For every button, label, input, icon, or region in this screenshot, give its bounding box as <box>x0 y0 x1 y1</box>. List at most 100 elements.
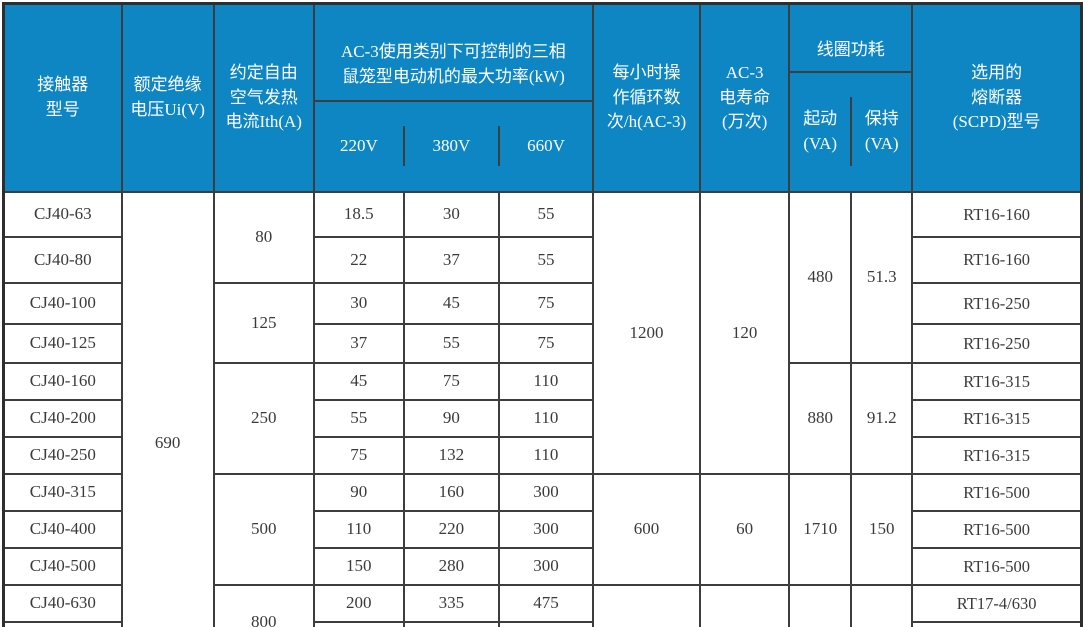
cell-p380: 160 <box>402 472 500 512</box>
cell-model: CJ40-80 <box>2 235 123 284</box>
cell-fuse: RT16-160 <box>911 190 1083 238</box>
header-coil-subrow: 起动 (VA) 保持 (VA) <box>791 97 910 167</box>
table-row: CJ40-250 75 132 110 RT16-315 <box>2 435 1083 475</box>
cell-ith: 500 <box>212 472 315 586</box>
cell-p660: 475 <box>497 583 595 623</box>
cell-p380: 132 <box>402 435 500 475</box>
cell-p220: 18.5 <box>312 190 405 238</box>
cell-p220: 45 <box>312 361 405 401</box>
cell-fuse: RT17-4/800 <box>911 620 1083 627</box>
cell-p660: 55 <box>497 235 595 284</box>
header-kw-label: AC-3使用类别下可控制的三相 鼠笼型电动机的最大功率(kW) <box>315 30 591 102</box>
header-coil-group: 线圈功耗 起动 (VA) 保持 (VA) <box>788 2 914 193</box>
cell-model: CJ40-500 <box>2 546 123 586</box>
table-header: 接触器 型号 额定绝缘 电压Ui(V) 约定自由 空气发热 电流Ith(A) A… <box>2 2 1083 193</box>
cell-p220: 200 <box>312 583 405 623</box>
header-coil-label: 线圈功耗 <box>791 30 911 73</box>
cell-coil-hold: 150 <box>850 472 914 586</box>
cell-p660: 75 <box>497 322 595 364</box>
cell-coil-hold: 91.2 <box>850 361 914 475</box>
cell-ith: 125 <box>212 281 315 364</box>
table-row: CJ40-500 150 280 300 RT16-500 <box>2 546 1083 586</box>
cell-p660: 110 <box>497 398 595 438</box>
cell-ui: 690 <box>120 190 215 627</box>
cell-coil-start: 1710 <box>788 472 853 586</box>
table-row: CJ40-160 250 45 75 110 880 91.2 RT16-315 <box>2 361 1083 475</box>
cell-p220: 150 <box>312 546 405 586</box>
header-kw-660v: 660V <box>497 126 591 167</box>
table-body: CJ40-63 690 80 18.5 30 55 1200 120 480 5… <box>2 190 1083 627</box>
cell-p380: 37 <box>402 235 500 284</box>
cell-cycles: 600 <box>591 472 702 586</box>
cell-coil-start: 3578 <box>788 583 853 627</box>
cell-model: CJ40-800 <box>2 620 123 627</box>
cell-ith: 80 <box>212 190 315 284</box>
cell-fuse: RT16-500 <box>911 472 1083 512</box>
cell-model: CJ40-250 <box>2 435 123 475</box>
cell-p660: 475 <box>497 620 595 627</box>
cell-ith: 800 <box>212 583 315 627</box>
table-row: CJ40-125 37 55 75 RT16-250 <box>2 322 1083 364</box>
cell-model: CJ40-630 <box>2 583 123 623</box>
table-row: CJ40-63 690 80 18.5 30 55 1200 120 480 5… <box>2 190 1083 627</box>
cell-p380: 220 <box>402 509 500 549</box>
cell-cycles: 1200 <box>591 190 702 475</box>
cell-coil-start: 480 <box>788 190 853 364</box>
cell-fuse: RT16-500 <box>911 509 1083 549</box>
header-life: AC-3 电寿命 (万次) <box>699 2 791 193</box>
cell-p220: 55 <box>312 398 405 438</box>
header-ui: 额定绝缘 电压Ui(V) <box>120 2 215 193</box>
cell-p660: 110 <box>497 361 595 401</box>
cell-p660: 300 <box>497 546 595 586</box>
cell-p380: 55 <box>402 322 500 364</box>
cell-p220: 75 <box>312 435 405 475</box>
cell-fuse: RT17-4/630 <box>911 583 1083 623</box>
header-cycles: 每小时操 作循环数 次/h(AC-3) <box>591 2 702 193</box>
cell-p660: 75 <box>497 281 595 325</box>
cell-life: 120 <box>699 190 791 475</box>
table-row: CJ40-200 55 90 110 RT16-315 <box>2 398 1083 438</box>
cell-p220: 37 <box>312 322 405 364</box>
header-ith: 约定自由 空气发热 电流Ith(A) <box>212 2 315 193</box>
cell-ith: 250 <box>212 361 315 475</box>
cell-p660: 110 <box>497 435 595 475</box>
header-row: 接触器 型号 额定绝缘 电压Ui(V) 约定自由 空气发热 电流Ith(A) A… <box>2 2 1083 193</box>
cell-p220: 22 <box>312 235 405 284</box>
cell-fuse: RT16-250 <box>911 281 1083 325</box>
table-row: CJ40-100 125 30 45 75 RT16-250 <box>2 281 1083 364</box>
table-row: CJ40-400 110 220 300 RT16-500 <box>2 509 1083 549</box>
cell-p380: 75 <box>402 361 500 401</box>
header-fuse: 选用的 熔断器 (SCPD)型号 <box>911 2 1083 193</box>
header-coil-start: 起动 (VA) <box>803 109 838 153</box>
cell-fuse: RT16-315 <box>911 435 1083 475</box>
cell-p380: 30 <box>402 190 500 238</box>
table-row: CJ40-80 22 37 55 RT16-160 <box>2 235 1083 284</box>
header-kw-220v: 220V <box>339 135 378 155</box>
cell-life: 60 <box>699 472 791 586</box>
cell-fuse: RT16-500 <box>911 546 1083 586</box>
table-row: CJ40-800 250 450 475 RT17-4/800 <box>2 620 1083 627</box>
cell-p380: 45 <box>402 281 500 325</box>
cell-fuse: RT16-250 <box>911 322 1083 364</box>
cell-p380: 280 <box>402 546 500 586</box>
cell-cycles: 300 <box>591 583 702 627</box>
cell-model: CJ40-400 <box>2 509 123 549</box>
cell-p660: 55 <box>497 190 595 238</box>
cell-p220: 110 <box>312 509 405 549</box>
cell-model: CJ40-100 <box>2 281 123 325</box>
cell-p220: 250 <box>312 620 405 627</box>
cell-p660: 300 <box>497 509 595 549</box>
table-row: CJ40-315 500 90 160 300 600 60 1710 150 … <box>2 472 1083 586</box>
cell-p660: 300 <box>497 472 595 512</box>
cell-model: CJ40-125 <box>2 322 123 364</box>
cell-life: 30 <box>699 583 791 627</box>
cell-coil-start: 880 <box>788 361 853 475</box>
cell-fuse: RT16-315 <box>911 398 1083 438</box>
cell-fuse: RT16-160 <box>911 235 1083 284</box>
cell-model: CJ40-200 <box>2 398 123 438</box>
header-coil-hold: 保持 (VA) <box>850 97 910 167</box>
cell-model: CJ40-160 <box>2 361 123 401</box>
cell-p380: 335 <box>402 583 500 623</box>
